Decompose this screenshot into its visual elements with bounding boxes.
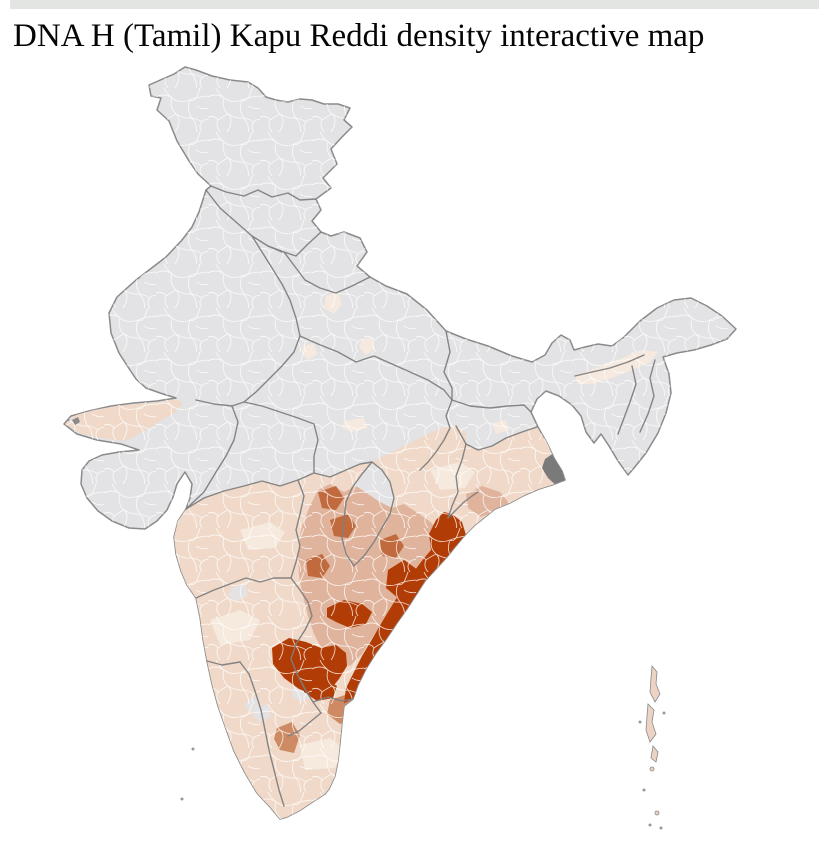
lakshadweep-islands[interactable] bbox=[180, 747, 195, 801]
andaman-nicobar-islands[interactable] bbox=[638, 664, 666, 830]
page-title: DNA H (Tamil) Kapu Reddi density interac… bbox=[13, 18, 705, 54]
rann-of-kutch-marks bbox=[64, 414, 80, 425]
state-boundaries bbox=[185, 185, 656, 807]
top-scrollbar-strip bbox=[10, 0, 819, 9]
